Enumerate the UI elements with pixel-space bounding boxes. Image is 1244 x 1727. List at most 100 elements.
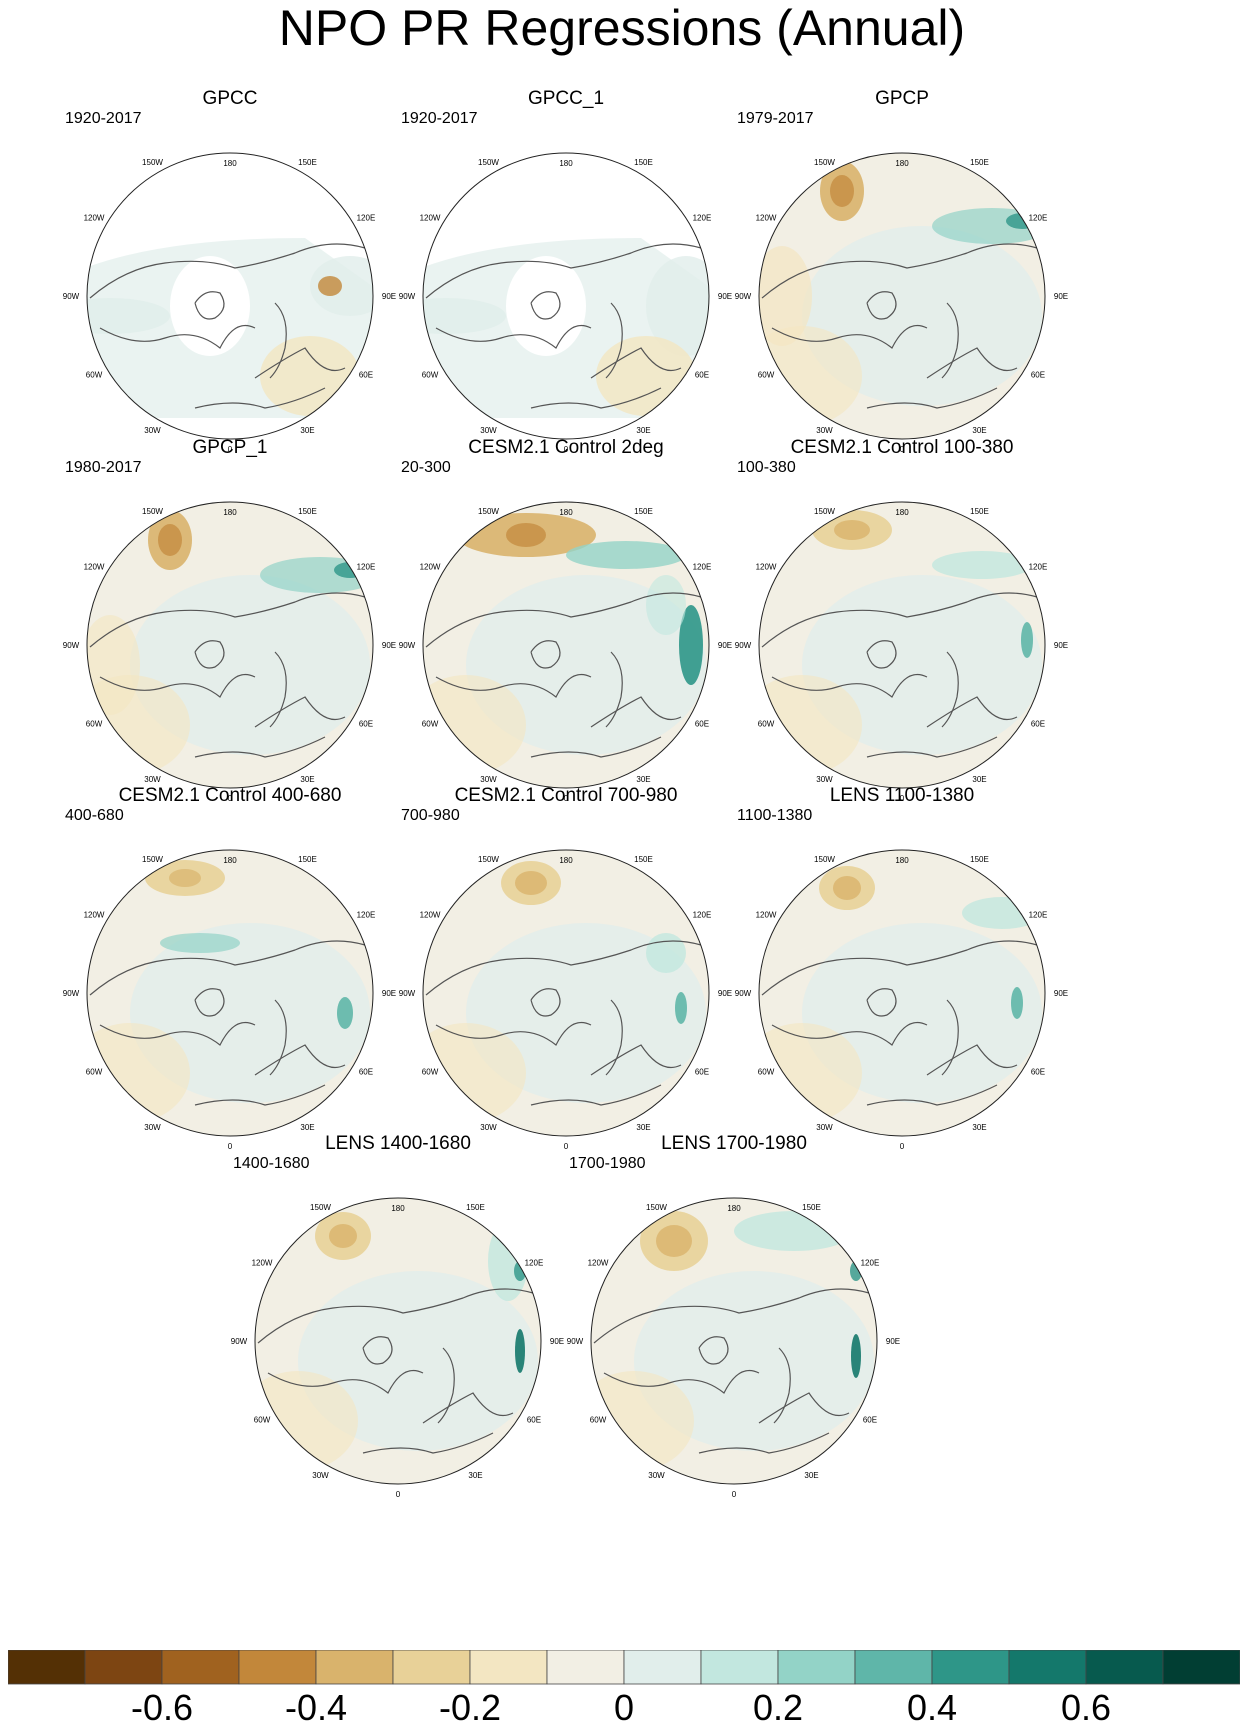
coastline — [698, 1336, 729, 1365]
coastline — [593, 1288, 870, 1344]
colorbar-swatch — [1008, 1649, 1087, 1685]
coastline — [99, 673, 256, 698]
figure-title: NPO PR Regressions (Annual) — [278, 0, 966, 56]
panel-title: LENS 1400-1680 — [325, 1133, 471, 1154]
longitude-label: 150W — [478, 158, 499, 167]
polar-map: 180 150E 120E 90E 60E 30E 0 30W 60W 90W 120W 150W — [399, 849, 732, 1151]
polar-map: 180 150E 120E 90E 60E 30E 0 30W 60W 90W 120W 150W — [399, 501, 732, 803]
panel-year-range: 700-980 — [401, 807, 460, 824]
longitude-label: 60W — [758, 720, 775, 729]
colorbar-swatch — [7, 1649, 86, 1685]
coastline — [530, 736, 662, 758]
coastline — [605, 302, 623, 379]
coastline — [194, 988, 225, 1017]
panel-year-range: 1700-1980 — [569, 1155, 646, 1172]
contour-region — [160, 933, 240, 953]
contour-region — [734, 1211, 854, 1251]
longitude-label: 60W — [758, 1068, 775, 1077]
longitude-label: 90E — [382, 292, 396, 301]
colorbar-swatch — [392, 1649, 471, 1685]
longitude-label: 60E — [527, 1416, 541, 1425]
contour-region — [675, 992, 687, 1024]
longitude-label: 60E — [359, 371, 373, 380]
longitude-label: 180 — [559, 508, 573, 517]
contour-region — [506, 523, 546, 547]
longitude-label: 30E — [300, 1123, 314, 1132]
longitude-label: 30W — [480, 426, 497, 435]
contour-region — [833, 876, 861, 900]
longitude-label: 120W — [252, 1259, 273, 1268]
longitude-label: 180 — [559, 856, 573, 865]
contour-region — [1021, 622, 1033, 658]
longitude-label: 120W — [84, 563, 105, 572]
map-panel: 180 150E 120E 90E 60E 30E 0 30W 60W 90W 120W 150W LE… — [549, 1133, 919, 1513]
longitude-label: 60W — [86, 1068, 103, 1077]
colorbar-swatch — [700, 1649, 779, 1685]
longitude-label: 180 — [895, 856, 909, 865]
longitude-label: 60W — [590, 1416, 607, 1425]
map-panel: 180 150E 120E 90E 60E 30E 0 30W 60W 90W 120W 150W GP… — [45, 437, 415, 817]
coastline — [590, 696, 682, 728]
coastline — [435, 324, 592, 349]
panel-year-range: 100-380 — [737, 459, 796, 476]
coastline — [605, 651, 623, 728]
longitude-label: 90E — [718, 641, 732, 650]
longitude-label: 180 — [727, 1204, 741, 1213]
longitude-label: 30W — [816, 426, 833, 435]
longitude-label: 0 — [228, 1142, 233, 1151]
coastline — [761, 940, 1038, 996]
longitude-label: 150E — [298, 158, 317, 167]
contour-region — [515, 1329, 525, 1373]
longitude-label: 30W — [480, 775, 497, 784]
longitude-label: 90W — [735, 989, 752, 998]
longitude-label: 60W — [86, 720, 103, 729]
longitude-label: 120W — [420, 563, 441, 572]
longitude-label: 60E — [359, 1068, 373, 1077]
colorbar: -0.6 -0.4 -0.2 0 0.2 0.4 0.6 — [7, 1649, 1241, 1727]
map-panel: 180 150E 120E 90E 60E 30E 0 30W 60W 90W 120W 150W GP… — [381, 88, 751, 468]
longitude-label: 90E — [1054, 641, 1068, 650]
coastline — [435, 1021, 592, 1046]
panel-year-range: 1100-1380 — [737, 807, 813, 824]
coastline — [771, 324, 928, 349]
longitude-label: 30E — [972, 426, 986, 435]
colorbar-swatch — [1085, 1649, 1164, 1685]
coastline — [530, 1084, 662, 1106]
longitude-label: 90W — [399, 989, 416, 998]
coastline — [866, 1084, 998, 1106]
coastline — [530, 387, 662, 409]
longitude-label: 60E — [863, 1416, 877, 1425]
panel-year-range: 1400-1680 — [233, 1155, 310, 1172]
longitude-label: 120E — [357, 214, 376, 223]
longitude-label: 90E — [718, 989, 732, 998]
longitude-label: 90W — [399, 292, 416, 301]
contour-region — [423, 298, 506, 334]
longitude-label: 90W — [231, 1337, 248, 1346]
coastline — [425, 940, 702, 996]
contour-region — [318, 276, 342, 296]
longitude-label: 30E — [972, 775, 986, 784]
colorbar-swatch — [1162, 1649, 1241, 1685]
longitude-label: 60E — [1031, 1068, 1045, 1077]
coastline — [866, 387, 998, 409]
contour-region — [566, 541, 686, 569]
colorbar-tick-label: 0.6 — [1061, 1687, 1111, 1722]
longitude-label: 120E — [357, 563, 376, 572]
polar-map: 180 150E 120E 90E 60E 30E 0 30W 60W 90W 120W 150W — [567, 1197, 900, 1499]
coastline — [194, 387, 326, 409]
contour-region — [851, 1334, 861, 1378]
longitude-label: 30E — [468, 1471, 482, 1480]
longitude-label: 30W — [144, 426, 161, 435]
contour-region — [310, 256, 373, 316]
colorbar-swatch — [469, 1649, 548, 1685]
contour-region — [158, 524, 182, 556]
longitude-label: 150W — [142, 507, 163, 516]
map-border — [422, 152, 710, 440]
coastline — [866, 640, 897, 669]
contour-region — [596, 336, 696, 416]
longitude-label: 0 — [564, 1142, 569, 1151]
map-panel: 180 150E 120E 90E 60E 30E 0 30W 60W 90W 120W 150W CE… — [45, 785, 415, 1165]
longitude-label: 0 — [900, 1142, 905, 1151]
coastline — [89, 940, 366, 996]
coastline — [941, 651, 959, 728]
